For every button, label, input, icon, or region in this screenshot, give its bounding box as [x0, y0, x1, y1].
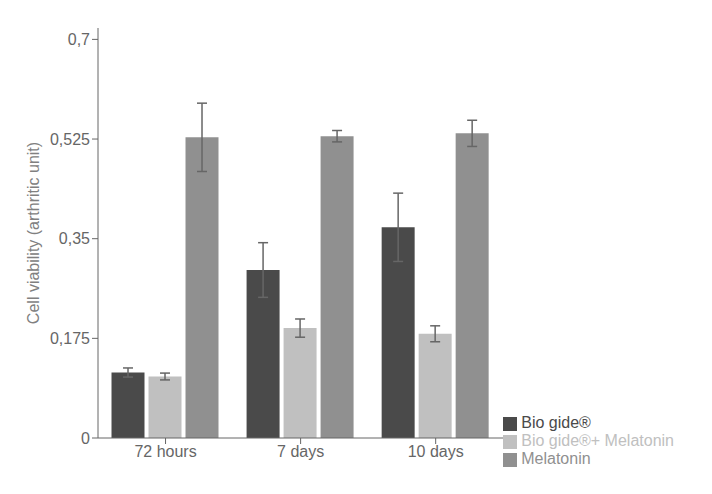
html-text:Bio gide®+ Melatonin: Bio gide®+ Melatonin: [521, 432, 674, 449]
svg-text:7 days: 7 days: [277, 443, 324, 460]
svg-text:72 hours: 72 hours: [134, 443, 196, 460]
html-text:Melatonin: Melatonin: [521, 450, 591, 467]
svg-text:0,7: 0,7: [68, 31, 90, 48]
svg-text:0,35: 0,35: [59, 230, 90, 247]
svg-text:10 days: 10 days: [408, 443, 464, 460]
html-text:Bio gide®: Bio gide®: [521, 414, 591, 431]
svg-text:0,525: 0,525: [50, 131, 90, 148]
svg-text:0: 0: [81, 430, 90, 447]
svg-text:Cell viability (arthritic unit: Cell viability (arthritic unit): [25, 142, 42, 324]
svg-text:0,175: 0,175: [50, 330, 90, 347]
